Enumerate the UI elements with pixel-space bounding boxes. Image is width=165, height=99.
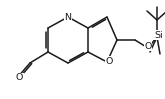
Text: Si: Si [154, 31, 163, 40]
Text: O: O [144, 42, 152, 51]
Text: N: N [65, 12, 71, 21]
Text: O: O [16, 73, 23, 82]
Text: O: O [105, 57, 113, 66]
